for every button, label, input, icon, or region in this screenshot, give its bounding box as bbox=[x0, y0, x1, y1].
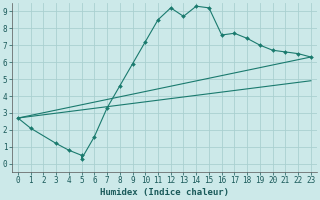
X-axis label: Humidex (Indice chaleur): Humidex (Indice chaleur) bbox=[100, 188, 229, 197]
